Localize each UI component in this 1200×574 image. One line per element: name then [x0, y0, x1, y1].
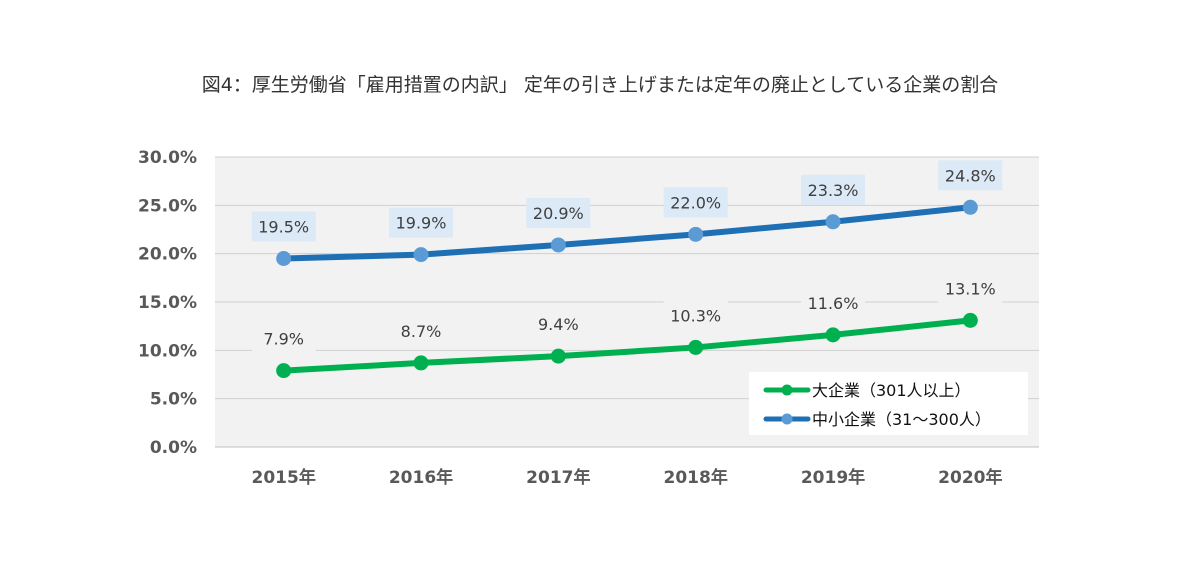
x-tick-label: 2020年	[938, 467, 1002, 488]
data-label: 10.3%	[670, 306, 721, 325]
data-point	[962, 199, 978, 215]
data-label-bg	[389, 315, 453, 346]
data-labels: 7.9% 8.7% 9.4% 10.3% 11.6% 13.1% 19.5% 19.9% 20.…	[251, 160, 1003, 354]
chart-title: 図4：厚生労働省「雇用措置の内訳」 定年の引き上げまたは定年の廃止としている企業…	[202, 74, 999, 96]
y-tick-label: 5.0%	[150, 390, 197, 410]
y-tick-label: 10.0%	[138, 341, 197, 361]
data-label: 13.1%	[945, 279, 996, 298]
y-tick-label: 30.0%	[138, 148, 197, 168]
data-point	[688, 339, 704, 355]
data-point	[413, 355, 429, 371]
x-axis-ticks: 2015年 2016年 2017年 2018年 2019年 2020年	[252, 467, 1003, 488]
legend-label: 中小企業（31～300人）	[812, 410, 991, 429]
legend-swatch-marker	[781, 413, 793, 425]
series-line-1	[280, 204, 974, 262]
data-point	[688, 226, 704, 242]
x-tick-label: 2015年	[252, 467, 316, 488]
data-label-bg	[663, 187, 728, 218]
legend-box	[749, 372, 1028, 435]
data-point	[825, 327, 841, 343]
data-label-bg	[526, 197, 591, 228]
data-label: 22.0%	[670, 193, 721, 212]
data-point	[413, 247, 429, 263]
data-point	[962, 312, 978, 328]
legend-swatch-marker	[781, 384, 793, 396]
series-line-0	[280, 317, 974, 374]
data-label-bg	[801, 174, 865, 205]
y-axis-ticks: 0.0% 5.0% 10.0% 15.0% 20.0% 25.0% 30.0%	[138, 148, 197, 458]
data-label-bg	[526, 309, 591, 340]
data-label-bg	[251, 211, 316, 242]
x-tick-label: 2017年	[526, 467, 590, 488]
data-label: 7.9%	[263, 330, 304, 349]
data-point	[550, 237, 566, 253]
data-label: 20.9%	[533, 204, 584, 223]
data-point	[550, 348, 566, 364]
x-tick-label: 2016年	[389, 467, 453, 488]
series-group	[276, 199, 978, 379]
data-label-bg	[801, 287, 865, 318]
y-tick-label: 25.0%	[138, 196, 197, 216]
x-tick-label: 2018年	[664, 467, 728, 488]
y-tick-label: 15.0%	[138, 293, 197, 313]
data-label: 23.3%	[808, 181, 859, 200]
data-label: 19.9%	[396, 214, 447, 233]
data-label-bg	[663, 300, 728, 331]
x-tick-label: 2019年	[801, 467, 865, 488]
y-tick-label: 0.0%	[150, 438, 197, 458]
data-label: 8.7%	[401, 322, 442, 341]
legend: 大企業（301人以上） 中小企業（31～300人）	[749, 372, 1028, 435]
data-label-bg	[938, 273, 1003, 304]
data-point	[825, 214, 841, 230]
data-label: 24.8%	[945, 166, 996, 185]
data-label: 9.4%	[538, 315, 579, 334]
data-label: 19.5%	[258, 218, 309, 237]
data-label-bg	[389, 207, 453, 238]
data-point	[276, 363, 292, 379]
data-point	[276, 251, 292, 266]
data-label-bg	[938, 160, 1003, 191]
data-label-bg	[251, 323, 316, 354]
legend-label: 大企業（301人以上）	[812, 381, 971, 400]
data-label: 11.6%	[808, 294, 859, 313]
y-tick-label: 20.0%	[138, 245, 197, 265]
